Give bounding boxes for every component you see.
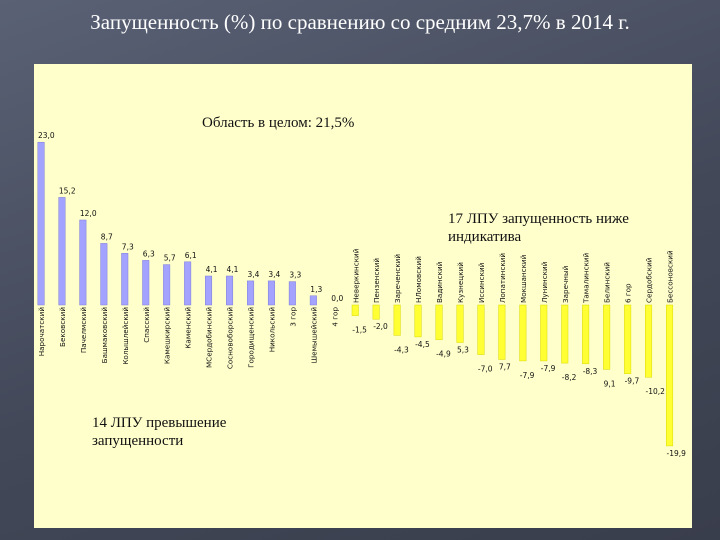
value-label: -7,0	[478, 365, 493, 374]
bar	[351, 304, 359, 316]
bar	[100, 243, 108, 306]
chart-panel: 23,0 Нарочатский 15,2 Бековский 12,0 Пачелмск…	[34, 64, 692, 528]
bar	[142, 260, 150, 306]
value-label: -9,7	[625, 377, 640, 386]
bar	[205, 275, 213, 306]
category-label: Сосновоборский	[226, 307, 235, 369]
value-label: 5,3	[457, 346, 469, 355]
bar	[624, 304, 632, 374]
bar	[498, 304, 506, 360]
category-label: Зареченский	[393, 254, 402, 303]
category-label: Пачелмский	[79, 307, 88, 353]
category-label: Никольский	[267, 307, 276, 353]
category-label: Тамалинский	[582, 252, 591, 304]
bar	[79, 219, 87, 306]
value-label: 15,2	[59, 186, 76, 195]
category-label: Пензенский	[372, 258, 381, 303]
category-label: Иссинский	[477, 262, 486, 303]
bar	[184, 261, 192, 306]
value-label: 3,3	[289, 271, 301, 280]
value-label: -7,9	[541, 364, 556, 373]
bar	[163, 264, 171, 306]
category-label: 3 гор	[288, 307, 297, 327]
bar	[226, 275, 234, 306]
category-label: Камешкирский	[163, 307, 172, 364]
value-label: 5,7	[164, 254, 176, 263]
category-label: Лунинский	[540, 261, 549, 303]
below-indicator-note: 17 ЛПУ запущенность ниже индикатива	[448, 211, 629, 245]
value-label: 7,7	[499, 363, 511, 372]
bar	[477, 304, 485, 355]
region-average-note: Область в целом: 21,5%	[202, 115, 355, 131]
bar	[519, 304, 527, 362]
category-label: 6 гор	[624, 283, 633, 303]
category-label: Бессоновский	[666, 250, 675, 303]
bar	[393, 304, 401, 336]
bar	[456, 304, 464, 343]
value-label: 6,1	[185, 251, 197, 260]
bar	[561, 304, 569, 364]
bar	[288, 281, 296, 306]
value-label: -4,9	[436, 350, 451, 359]
value-label: -4,5	[415, 340, 430, 349]
category-label: Спасский	[142, 307, 151, 343]
value-label: 6,3	[143, 249, 155, 258]
bar	[58, 197, 66, 306]
bar	[645, 304, 653, 378]
category-label: Белинский	[603, 262, 612, 303]
category-label: Нарочатский	[37, 307, 46, 357]
category-label: Сердобский	[645, 257, 654, 303]
value-label: 0,0	[331, 294, 343, 303]
category-label: Бековский	[58, 307, 67, 347]
bar-chart: 23,0 Нарочатский 15,2 Бековский 12,0 Пачелмск…	[37, 131, 687, 458]
category-label: 4 гор	[330, 307, 339, 327]
category-label: Кузнецкий	[456, 262, 465, 303]
category-label: Колышлейский	[121, 307, 130, 365]
category-label: Вадинский	[435, 261, 444, 303]
category-label: Каменский	[184, 307, 193, 349]
value-label: -2,0	[373, 322, 388, 331]
bar	[267, 280, 275, 306]
bar	[435, 304, 443, 340]
category-label: Городищенский	[247, 307, 256, 368]
value-label: 4,1	[227, 265, 239, 274]
bar	[372, 304, 380, 320]
value-label: -10,2	[646, 387, 666, 396]
value-label: 4,1	[206, 265, 218, 274]
value-label: -8,3	[583, 367, 598, 376]
value-label: 12,0	[80, 209, 97, 218]
bar	[666, 304, 674, 447]
bar	[414, 304, 422, 338]
value-label: -8,2	[562, 373, 577, 382]
category-label: Шемышейский	[309, 307, 318, 364]
bar	[603, 304, 611, 370]
value-label: 23,0	[38, 131, 55, 140]
value-label: -7,9	[520, 371, 535, 380]
category-label: МСердобинский	[205, 307, 214, 368]
bar	[540, 304, 548, 362]
bar	[247, 280, 255, 306]
value-label: 7,3	[122, 242, 134, 251]
value-label: 1,3	[310, 285, 322, 294]
value-label: -19,9	[667, 449, 687, 458]
category-label: Лопатинский	[498, 253, 507, 303]
bar	[37, 141, 45, 306]
slide-title: Запущенность (%) по сравнению со средним…	[90, 10, 630, 34]
bar	[121, 253, 129, 306]
category-label: Мокшанский	[519, 254, 528, 303]
category-label: Неверкинский	[351, 248, 360, 303]
value-label: 8,7	[101, 232, 113, 241]
category-label: Башмаковский	[100, 307, 109, 364]
above-indicator-note: 14 ЛПУ превышение запущенности	[92, 415, 227, 449]
value-label: 9,1	[604, 379, 616, 388]
category-label: НЛомовский	[414, 256, 423, 303]
bar	[582, 304, 590, 365]
value-label: -4,3	[394, 345, 409, 354]
value-label: -1,5	[352, 326, 367, 335]
value-label: 3,4	[248, 270, 260, 279]
category-label: Заречный	[561, 265, 570, 303]
bar	[309, 295, 317, 306]
value-label: 3,4	[268, 270, 280, 279]
